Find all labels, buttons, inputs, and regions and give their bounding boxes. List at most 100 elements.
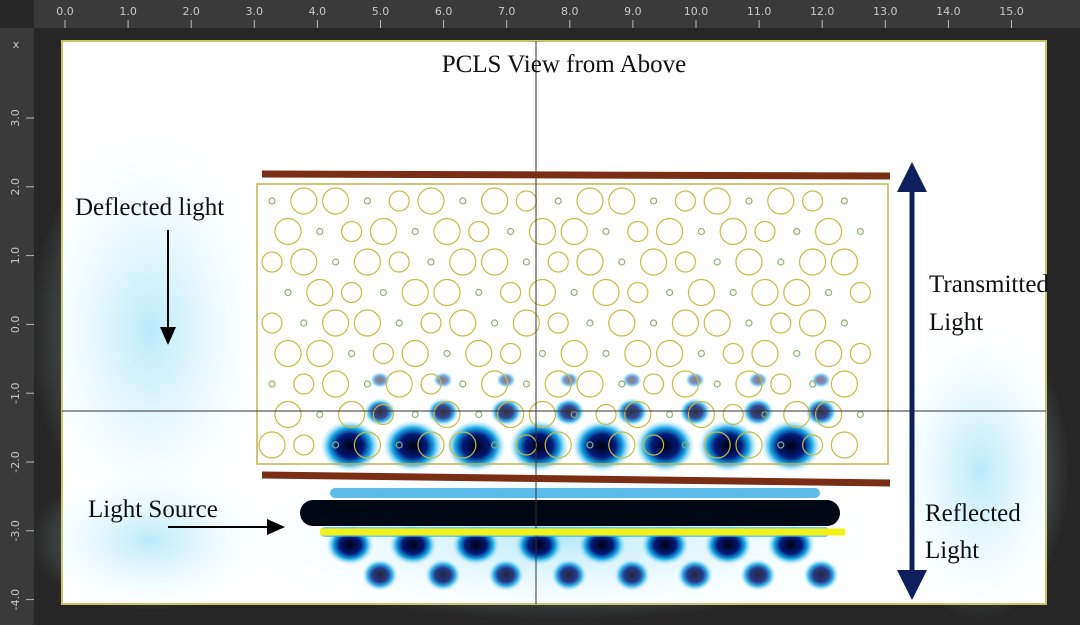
lattice-rod <box>735 431 763 459</box>
lattice-rod <box>729 288 737 297</box>
lattice-rod <box>697 349 706 358</box>
lattice-rod <box>560 217 588 246</box>
lattice-rod <box>665 288 674 297</box>
ruler-label: 0.0 <box>56 5 74 18</box>
ruler-corner: x <box>13 38 20 51</box>
lattice-rod <box>824 288 833 297</box>
lattice-rod <box>290 187 318 215</box>
top-ruler <box>34 0 1080 28</box>
transmitted-label: Light <box>929 309 983 336</box>
lattice-rod <box>560 339 588 368</box>
left-ruler <box>0 28 34 625</box>
lattice-rod <box>338 400 366 429</box>
lattice-rod <box>595 403 617 426</box>
field-blob <box>488 559 524 591</box>
ruler-label: 2.0 <box>9 178 22 196</box>
ruler-label: -2.0 <box>9 451 22 472</box>
lattice-rod <box>801 190 824 212</box>
lattice-rod <box>703 309 731 337</box>
lattice-rod <box>608 309 636 337</box>
lattice-rod <box>284 288 292 297</box>
field-band <box>330 488 820 498</box>
lattice-rod <box>624 339 652 368</box>
lattice-rod <box>751 339 779 368</box>
lattice-rod <box>592 278 620 307</box>
ruler-label: -1.0 <box>9 382 22 403</box>
ruler-label: 10.0 <box>684 5 709 18</box>
lattice-rod <box>497 400 525 429</box>
lattice-rod <box>388 251 410 273</box>
lattice-rod <box>808 380 817 388</box>
field-blob <box>551 559 587 591</box>
lattice-rod <box>411 227 419 236</box>
lattice-rod <box>544 370 572 398</box>
lattice-rod <box>316 227 324 236</box>
lattice-rod <box>671 370 700 398</box>
lattice-rod <box>449 431 477 459</box>
lattice-rod <box>547 312 569 334</box>
ruler-label: 8.0 <box>561 5 579 18</box>
lattice-rod <box>481 187 509 215</box>
lattice-rod <box>830 248 859 276</box>
lattice-rod <box>491 319 499 327</box>
lattice-rod <box>649 319 658 327</box>
lattice-rod <box>608 431 636 459</box>
ruler-label: 3.0 <box>246 5 264 18</box>
lattice-rod <box>840 197 849 205</box>
field-blob <box>425 559 461 591</box>
lattice-rod <box>293 373 315 395</box>
lattice-rod <box>395 319 403 327</box>
field-blob <box>677 559 713 591</box>
field-blob <box>320 420 380 472</box>
ruler-label: 12.0 <box>810 5 835 18</box>
lattice-rod <box>491 441 499 449</box>
lattice-rod <box>547 251 569 273</box>
ruler-label: 6.0 <box>435 5 453 18</box>
lattice-rod <box>814 339 843 368</box>
lattice-rod <box>500 281 522 304</box>
lattice-rod <box>642 373 665 395</box>
field-blob <box>553 398 585 426</box>
deflected-label: Deflected light <box>75 194 224 221</box>
lattice-rod <box>427 258 435 266</box>
lattice-rod <box>322 309 350 337</box>
lattice-rod <box>783 400 811 429</box>
lattice-rod <box>856 227 865 236</box>
lattice-rod <box>655 339 684 368</box>
lattice-rod <box>401 278 429 307</box>
lattice-rod <box>627 220 649 243</box>
lattice-rod <box>830 431 859 459</box>
lattice-rod <box>649 197 658 205</box>
lattice-rod <box>322 187 350 215</box>
lattice-rod <box>290 248 318 276</box>
lattice-rod <box>793 349 801 358</box>
lattice-rod <box>770 373 792 395</box>
lattice-rod <box>353 248 381 276</box>
field-haze <box>890 320 1070 620</box>
lattice-rod <box>459 197 467 205</box>
lattice-rod <box>602 227 610 236</box>
lattice-rod <box>713 380 721 388</box>
lattice-rod <box>420 373 442 395</box>
lattice-rod <box>798 309 827 337</box>
lattice-rod <box>687 400 716 429</box>
lattice-rod <box>500 342 522 365</box>
lattice-rod <box>449 309 477 337</box>
lattice-rod <box>528 400 557 429</box>
lattice-rod <box>528 217 557 246</box>
ruler-label: 3.0 <box>9 109 22 127</box>
lattice-rod <box>722 342 744 365</box>
ruler-label: -4.0 <box>9 589 22 610</box>
ruler-label: 14.0 <box>936 5 961 18</box>
lattice-rod <box>697 227 706 236</box>
field-blob <box>616 398 648 426</box>
lattice-rod <box>544 431 572 459</box>
lattice-rod <box>655 217 684 246</box>
lattice-rod <box>745 319 753 327</box>
lattice-rod <box>627 281 649 304</box>
lattice-rod <box>481 248 509 276</box>
ruler-label: 0.0 <box>9 316 22 334</box>
lattice-rod <box>642 434 665 456</box>
lattice-rod <box>602 349 610 358</box>
lattice-rod <box>849 342 872 365</box>
